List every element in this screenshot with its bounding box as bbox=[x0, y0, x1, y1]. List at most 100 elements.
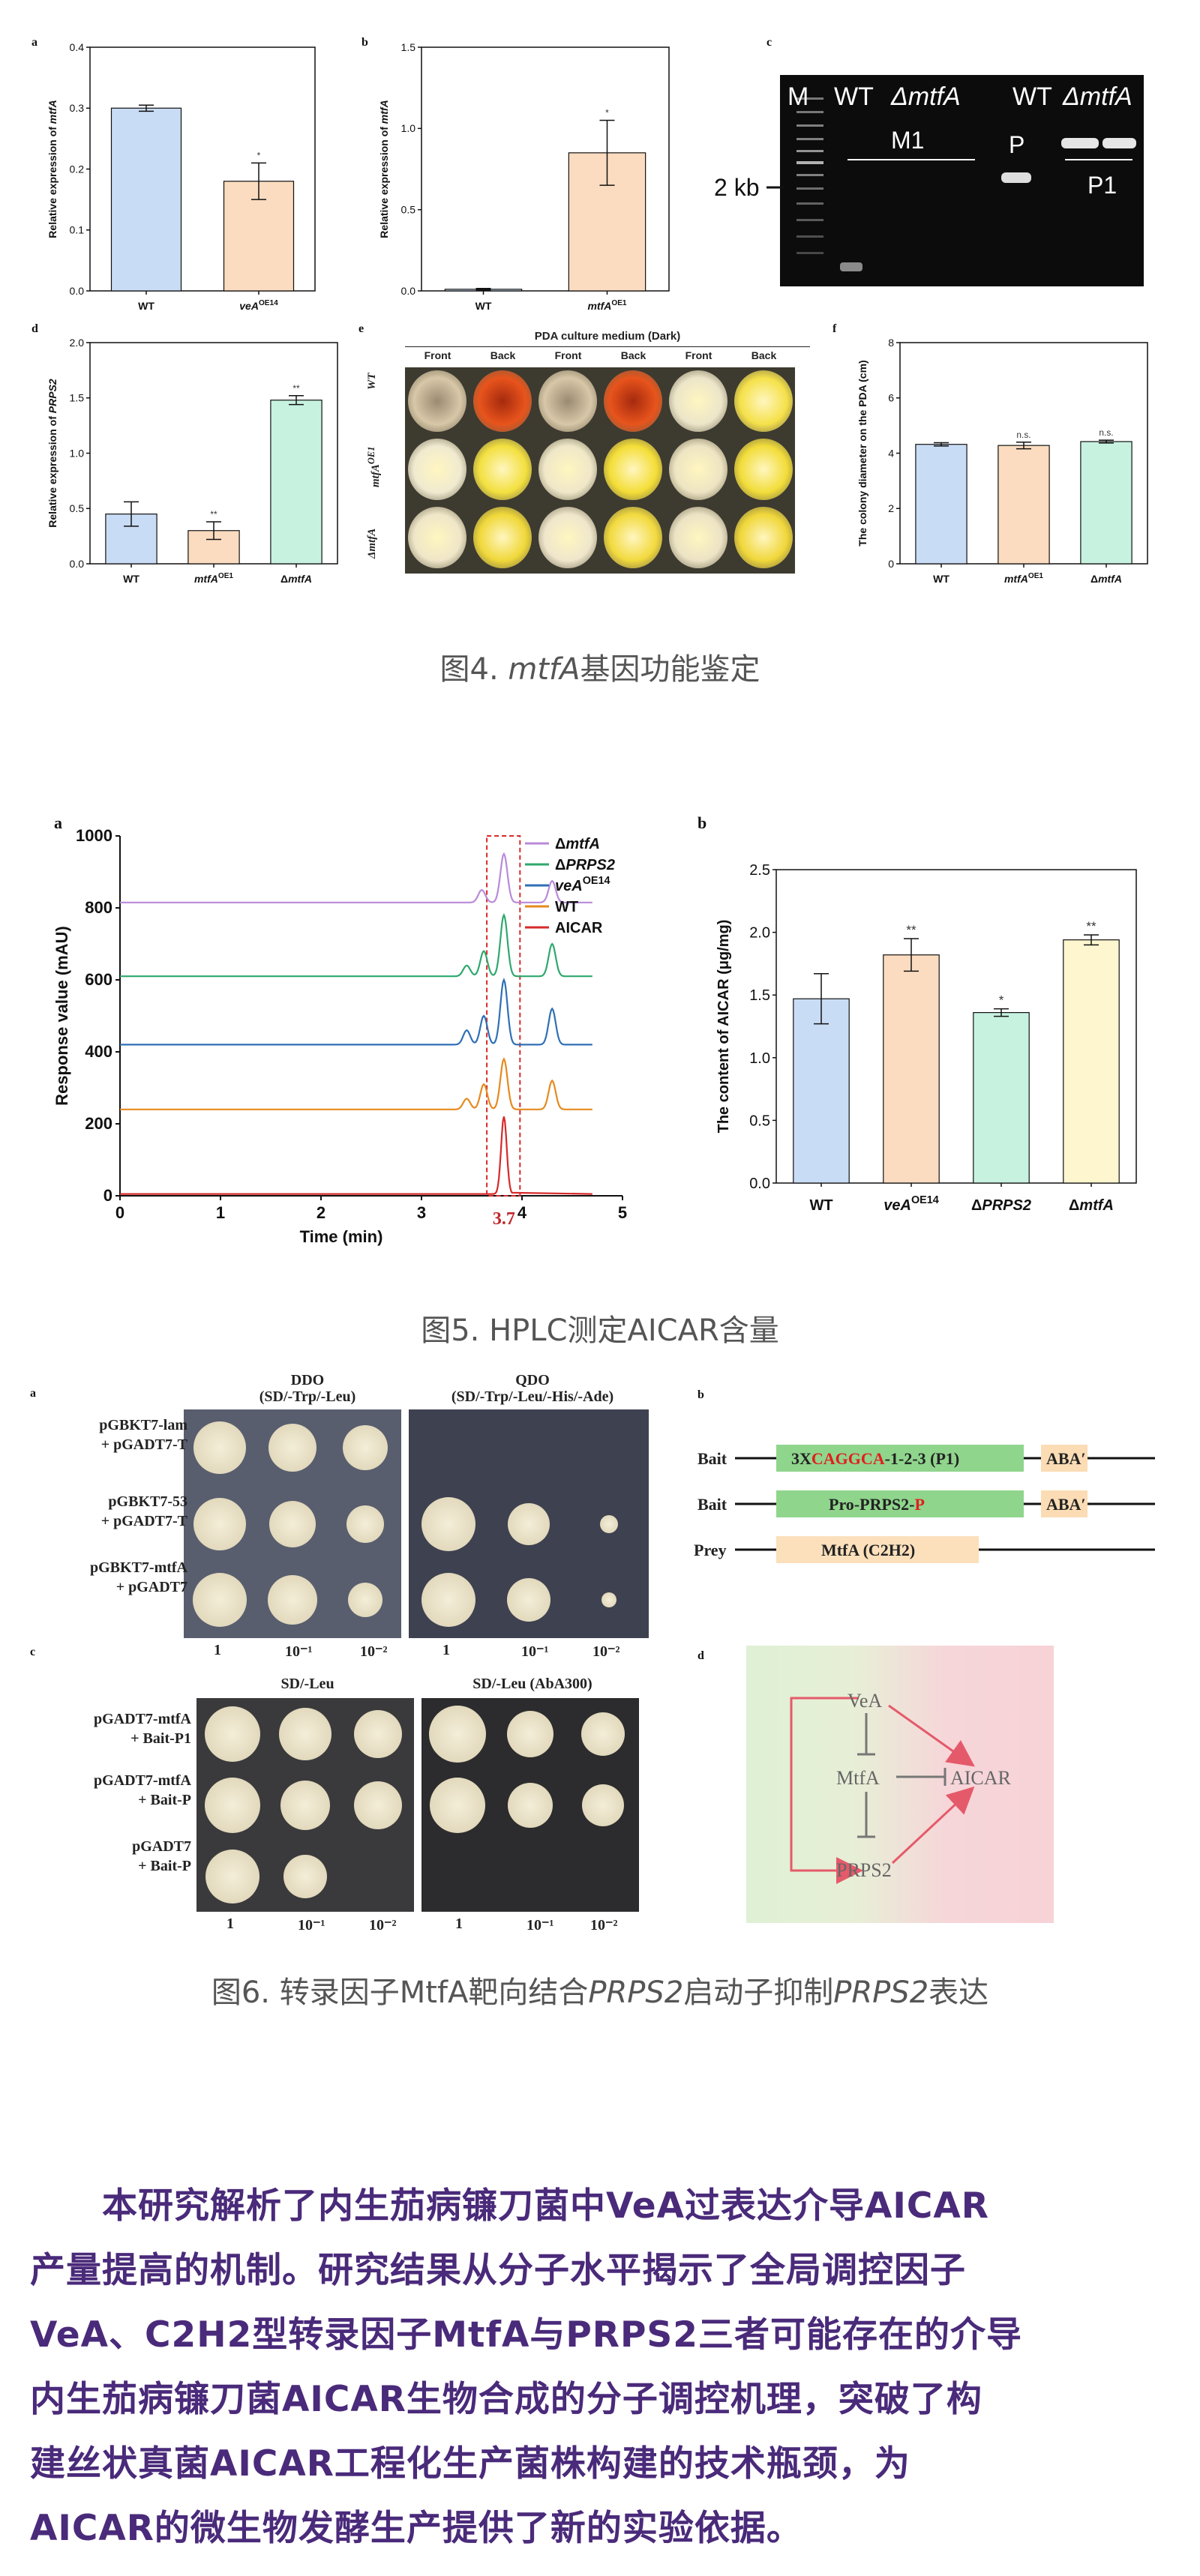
gel-label-m: M bbox=[788, 82, 808, 111]
bar bbox=[110, 107, 182, 292]
summary-line-2: 产量提高的机制。研究结果从分子水平揭示了全局调控因子 bbox=[30, 2250, 966, 2291]
node-prps2: PRPS2 bbox=[836, 1859, 892, 1881]
colony bbox=[734, 439, 793, 500]
significance-mark: ** bbox=[1086, 919, 1096, 933]
panel-c-title-1: SD/-Leu bbox=[280, 1676, 334, 1692]
bar bbox=[883, 954, 940, 1184]
photo-col-label: Back bbox=[490, 349, 516, 361]
panel-letter-d: d bbox=[32, 322, 38, 335]
y-tick-label: 0 bbox=[104, 1186, 112, 1205]
yeast-spot bbox=[269, 1500, 316, 1547]
legend-label: WT bbox=[555, 899, 578, 915]
y-tick-label: 0 bbox=[888, 558, 894, 570]
plasmid-row-c3: pGADT7 + Bait-P bbox=[132, 1838, 191, 1874]
node-vea: VeA bbox=[848, 1690, 882, 1712]
x-tick-label: WT bbox=[809, 1197, 832, 1214]
plasmid-row-c2: pGADT7-mtfA + Bait-P bbox=[94, 1772, 191, 1808]
y-tick-label: 4 bbox=[888, 447, 894, 459]
panel-c-title-2: SD/-Leu (AbA300) bbox=[472, 1676, 592, 1692]
yeast-spot bbox=[268, 1575, 317, 1625]
gel-image: M WT ΔmtfA WT ΔmtfA M1 P P1 bbox=[780, 75, 1144, 286]
x-tick-label: 1 bbox=[216, 1203, 225, 1222]
summary-line-3: VeA、C2H2型转录因子MtfA与PRPS2三者可能存在的介导 bbox=[30, 2314, 1022, 2356]
colony bbox=[604, 507, 662, 568]
y-tick-label: 1.0 bbox=[749, 1050, 770, 1067]
gel-label-p: P bbox=[1009, 131, 1024, 158]
summary-line-6: AICAR的微生物发酵生产提供了新的实验依据。 bbox=[30, 2508, 802, 2549]
yeast-spot bbox=[193, 1573, 248, 1628]
yeast-spot bbox=[507, 1710, 554, 1757]
y-axis-label: The colony diameter on the PDA (cm) bbox=[856, 360, 868, 546]
dilution-label: 10⁻² bbox=[360, 1643, 388, 1660]
panel-letter-6b: b bbox=[698, 1388, 704, 1401]
prey-box bbox=[776, 1536, 979, 1563]
dilution-label: 1 bbox=[442, 1642, 450, 1658]
dilution-label: 10⁻¹ bbox=[285, 1643, 313, 1660]
y-tick-label: 0.0 bbox=[401, 285, 416, 297]
colony bbox=[734, 507, 793, 568]
colony bbox=[408, 370, 466, 432]
y-axis-label: Response value (mAU) bbox=[52, 926, 71, 1106]
chart-fig5b: 0.0 0.5 1.0 1.5 2.0 2.5 The content of AICAR (… bbox=[716, 862, 1137, 1214]
x-tick-label: veAOE14 bbox=[884, 1194, 939, 1214]
summary-line-1: 本研究解析了内生茄病镰刀菌中VeA过表达介导AICAR bbox=[102, 2185, 989, 2227]
x-tick-label: WT bbox=[476, 300, 492, 312]
yeast-spot bbox=[429, 1705, 487, 1763]
chart-fig4a: 0.0 0.1 0.2 0.3 0.4 Relative expression of mt… bbox=[46, 41, 316, 312]
colony bbox=[538, 507, 597, 568]
y-tick-label: 600 bbox=[85, 970, 112, 989]
y-tick-label: 0.3 bbox=[70, 102, 85, 114]
yeast-spot bbox=[342, 1424, 388, 1470]
dilution-label: 1 bbox=[214, 1642, 221, 1658]
dilution-label: 10⁻¹ bbox=[521, 1643, 549, 1660]
x-tick-label: ΔmtfA bbox=[1069, 1197, 1114, 1214]
colony bbox=[669, 507, 728, 568]
y-tick-label: 1.5 bbox=[70, 392, 85, 404]
bait2-box bbox=[776, 1490, 1024, 1517]
chart-fig4b: 0.0 0.5 1.0 1.5 Relative expression of mtfA W… bbox=[378, 41, 670, 312]
summary-line-5: 建丝状真菌AICAR工程化生产菌株构建的技术瓶颈，为 bbox=[30, 2443, 910, 2485]
colony bbox=[604, 370, 662, 432]
significance-mark: n.s. bbox=[1016, 430, 1030, 440]
dilution-label: 10⁻¹ bbox=[526, 1917, 554, 1933]
panel-letter-6d: d bbox=[698, 1649, 704, 1662]
panel-letter-6c: c bbox=[30, 1646, 36, 1658]
x-tick-label: ΔmtfA bbox=[1090, 573, 1122, 585]
fig5-caption: 图5. HPLC测定AICAR含量 bbox=[421, 1313, 779, 1348]
dilution-label: 1 bbox=[455, 1916, 463, 1932]
colony bbox=[734, 370, 793, 432]
x-axis-label: Time (min) bbox=[300, 1227, 383, 1246]
dilutions-a: 1 10⁻¹ 10⁻² 1 10⁻¹ 10⁻² bbox=[184, 1642, 649, 1664]
x-tick-label: mtfAOE1 bbox=[194, 572, 233, 585]
photo-title-rule bbox=[405, 346, 810, 347]
panel-letter-e: e bbox=[358, 322, 364, 335]
y-axis-label: Relative expression of mtfA bbox=[378, 100, 390, 238]
plot-frame bbox=[421, 46, 670, 292]
dilution-label: 10⁻² bbox=[369, 1917, 397, 1933]
panel-letter-f: f bbox=[832, 322, 837, 335]
summary-line-4: 内生茄病镰刀菌AICAR生物合成的分子调控机理，突破了构 bbox=[30, 2379, 982, 2420]
legend-label: veAOE14 bbox=[555, 875, 610, 894]
x-tick-label: 4 bbox=[518, 1203, 527, 1222]
yeast-spot bbox=[347, 1583, 382, 1618]
yeast-spot bbox=[268, 1423, 316, 1472]
gel-label-dmtfa1: ΔmtfA bbox=[890, 82, 961, 111]
yeast-spot bbox=[599, 1514, 618, 1533]
dilution-label: 1 bbox=[226, 1916, 234, 1932]
yeast-spot bbox=[580, 1712, 625, 1756]
legend-label: ΔmtfA bbox=[555, 836, 600, 852]
colony bbox=[669, 370, 728, 432]
plasmid-row-a1: pGBKT7-lam + pGADT7-T bbox=[99, 1417, 188, 1453]
bait1-box bbox=[776, 1445, 1024, 1472]
y-tick-label: 0.5 bbox=[401, 204, 416, 216]
yeast-spot bbox=[353, 1781, 402, 1829]
y-axis-label: The content of AICAR (μg/mg) bbox=[716, 920, 732, 1134]
significance-mark: * bbox=[257, 150, 261, 160]
x-tick-label: veAOE14 bbox=[239, 299, 278, 312]
y-tick-label: 2.0 bbox=[70, 337, 85, 349]
y-tick-label: 2 bbox=[888, 502, 894, 514]
series-line-4 bbox=[120, 1116, 592, 1195]
dilution-label: 10⁻² bbox=[590, 1917, 618, 1933]
gel-label-dmtfa2: ΔmtfA bbox=[1062, 82, 1132, 111]
yeast-spot bbox=[280, 1780, 330, 1830]
